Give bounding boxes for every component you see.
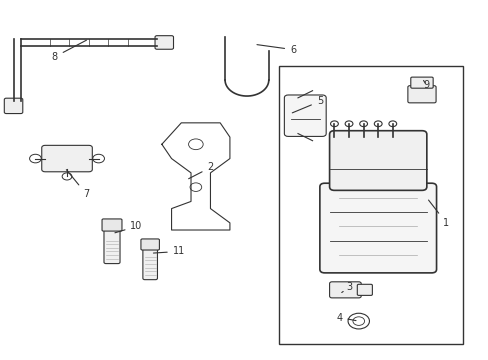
- Text: 7: 7: [66, 170, 89, 199]
- Text: 8: 8: [52, 40, 86, 62]
- Text: 9: 9: [423, 80, 429, 90]
- Text: 4: 4: [336, 312, 355, 323]
- FancyBboxPatch shape: [410, 77, 432, 88]
- Text: 5: 5: [292, 96, 323, 113]
- Text: 6: 6: [257, 45, 296, 55]
- FancyBboxPatch shape: [41, 145, 92, 172]
- FancyBboxPatch shape: [329, 282, 361, 298]
- FancyBboxPatch shape: [155, 36, 173, 49]
- FancyBboxPatch shape: [142, 248, 157, 280]
- FancyBboxPatch shape: [4, 98, 23, 113]
- Text: 2: 2: [188, 162, 213, 179]
- FancyBboxPatch shape: [329, 131, 426, 190]
- FancyBboxPatch shape: [357, 284, 372, 296]
- FancyBboxPatch shape: [319, 183, 436, 273]
- FancyBboxPatch shape: [102, 219, 122, 231]
- Text: 1: 1: [427, 200, 448, 228]
- FancyBboxPatch shape: [104, 229, 120, 264]
- Text: 10: 10: [115, 221, 142, 233]
- FancyBboxPatch shape: [407, 86, 435, 103]
- FancyBboxPatch shape: [141, 239, 159, 250]
- FancyBboxPatch shape: [284, 95, 325, 136]
- Text: 11: 11: [153, 247, 184, 256]
- Text: 3: 3: [341, 282, 351, 293]
